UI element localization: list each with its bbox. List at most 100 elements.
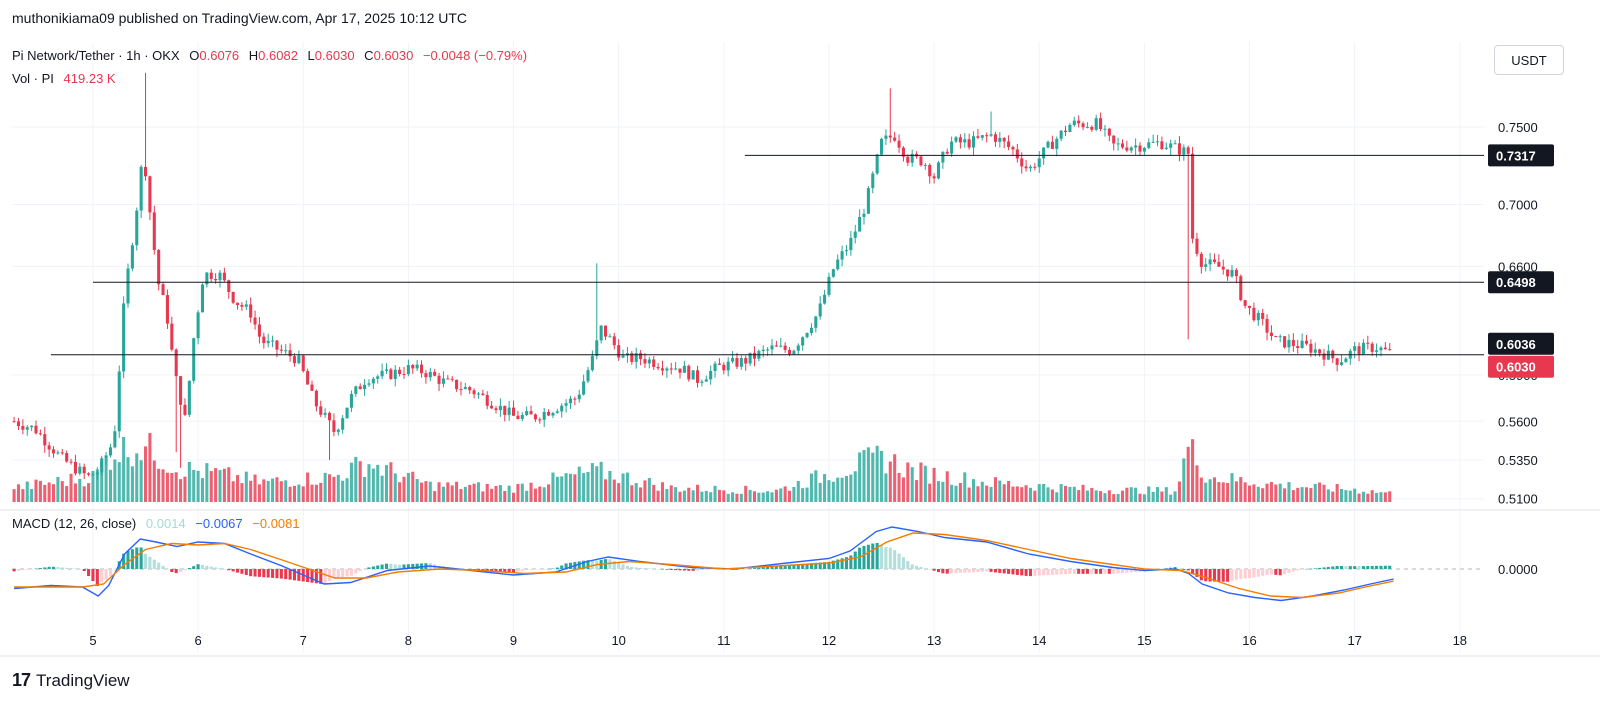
volume-bar — [1090, 487, 1094, 502]
volume-bar — [687, 487, 691, 502]
volume-bar — [179, 479, 183, 502]
macd-histogram-bar — [1015, 569, 1019, 575]
volume-bar — [310, 484, 314, 502]
macd-histogram-bar — [1278, 569, 1282, 576]
candle-body — [1129, 147, 1133, 151]
candle-body — [507, 407, 511, 415]
volume-bar — [936, 481, 941, 502]
candle-body — [805, 332, 809, 338]
candle-body — [485, 395, 489, 406]
candle-body — [143, 166, 148, 177]
candle-body — [25, 427, 29, 430]
candle-body — [529, 411, 533, 415]
macd-histogram-bar — [871, 543, 875, 569]
candle-body — [731, 357, 735, 362]
volume-bar — [722, 490, 726, 502]
symbol-label[interactable]: Pi Network/Tether · 1h · OKX — [12, 48, 180, 63]
candle-body — [1353, 346, 1357, 351]
price-label-text: 0.6036 — [1496, 337, 1536, 352]
volume-bar — [682, 490, 686, 502]
candle-body — [341, 418, 345, 430]
macd-histogram-bar — [1256, 569, 1260, 577]
macd-histogram-bar — [783, 565, 787, 569]
candle-body — [34, 425, 38, 434]
candle-body — [108, 447, 113, 456]
volume-bar — [214, 468, 218, 502]
low-label: L — [307, 48, 315, 63]
time-tick-label: 10 — [611, 633, 625, 648]
volume-bar — [1291, 490, 1295, 502]
volume-bar — [748, 489, 752, 502]
volume-bar — [174, 472, 178, 502]
volume-bar — [551, 472, 555, 502]
macd-histogram-bar — [1379, 565, 1383, 569]
macd-histogram-bar — [271, 569, 275, 578]
volume-bar — [1002, 484, 1006, 502]
candle-body — [858, 216, 862, 232]
candle-body — [1291, 339, 1295, 347]
candle-body — [1274, 336, 1278, 338]
macd-histogram-bar — [525, 569, 529, 571]
macd-histogram-bar — [980, 569, 984, 572]
tradingview-footer[interactable]: 17 TradingView — [12, 670, 130, 691]
price-label-tag — [1488, 332, 1554, 355]
volume-bar — [227, 467, 231, 502]
candle-body — [1055, 138, 1059, 149]
volume-bar — [1186, 446, 1190, 502]
macd-histogram-bar — [135, 547, 139, 569]
candle-body — [349, 393, 353, 408]
macd-histogram-bar — [415, 563, 419, 569]
macd-histogram-bar — [358, 569, 362, 572]
macd-histogram-bar — [1208, 569, 1212, 582]
publisher-line: muthonikiama09 published on TradingView.… — [12, 10, 468, 26]
volume-bar — [665, 489, 669, 502]
volume-bar — [1357, 493, 1361, 502]
currency-button[interactable]: USDT — [1494, 45, 1564, 75]
volume-bar — [450, 485, 454, 502]
candle-body — [170, 323, 174, 350]
volume-label[interactable]: Vol · PI — [12, 71, 54, 86]
macd-histogram-bar — [928, 569, 932, 570]
volume-bar — [1335, 483, 1339, 502]
price-label-tag — [1488, 144, 1554, 167]
macd-histogram-bar — [752, 568, 757, 569]
macd-histogram-bar — [858, 547, 862, 569]
macd-histogram-bar — [78, 568, 82, 570]
macd-histogram-bar — [354, 569, 358, 574]
macd-histogram-bar — [1085, 569, 1089, 574]
macd-histogram-bar — [971, 569, 976, 573]
macd-histogram-bar — [831, 560, 835, 569]
volume-bar — [95, 469, 99, 502]
candle-body — [1059, 130, 1063, 139]
macd-histogram-bar — [468, 569, 472, 570]
macd-histogram-bar — [257, 569, 261, 577]
macd-histogram-bar — [1046, 569, 1050, 576]
macd-histogram-bar — [1261, 569, 1265, 576]
macd-histogram-bar — [222, 569, 226, 570]
candle-body — [704, 379, 708, 382]
macd-histogram-bar — [1265, 569, 1269, 575]
volume-bar — [1383, 492, 1387, 502]
price-label-tag — [1488, 355, 1554, 378]
candle-body — [1256, 312, 1260, 321]
candle-body — [82, 466, 86, 474]
volume-bar — [731, 492, 735, 502]
volume-bar — [577, 466, 581, 502]
candle-body — [450, 378, 454, 380]
macd-histogram-bar — [652, 568, 656, 570]
volume-bar — [1353, 488, 1357, 502]
candle-body — [603, 325, 608, 337]
macd-histogram-bar — [25, 569, 29, 570]
candle-body — [279, 349, 283, 351]
volume-bar — [398, 482, 402, 502]
macd-title[interactable]: MACD (12, 26, close) — [12, 516, 137, 531]
macd-histogram-bar — [1081, 569, 1085, 574]
candle-body — [923, 164, 927, 166]
change-value: −0.0048 (−0.79%) — [422, 48, 528, 63]
volume-bar — [520, 483, 524, 502]
volume-bar — [332, 476, 336, 502]
macd-histogram-bar — [621, 564, 625, 569]
macd-histogram-bar — [836, 559, 840, 569]
candle-body — [157, 249, 161, 285]
macd-histogram-bar — [1309, 568, 1313, 570]
